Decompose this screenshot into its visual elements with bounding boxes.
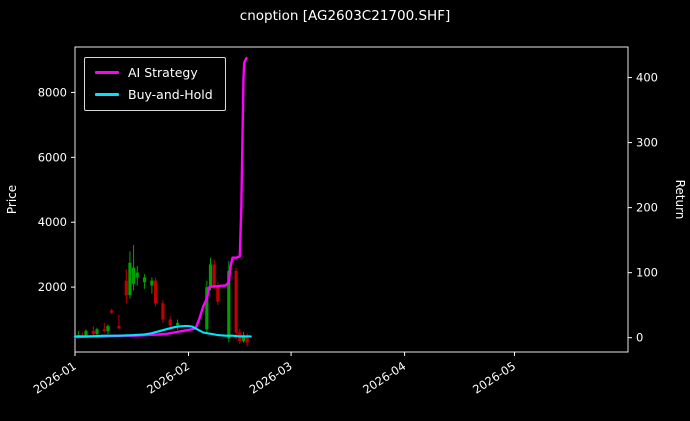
candle-body <box>135 272 139 278</box>
y-axis-label-left: Price <box>5 185 19 214</box>
candle-body <box>208 264 213 288</box>
candle-body <box>117 326 121 329</box>
right-tick-label: 300 <box>636 136 658 150</box>
candle-body <box>175 322 180 326</box>
candle-body <box>124 280 128 296</box>
legend-label: AI Strategy <box>128 65 198 80</box>
candle-body <box>216 285 220 302</box>
legend-item-buy-and-hold: Buy-and-Hold <box>95 87 213 102</box>
candle-body <box>245 335 249 343</box>
right-tick-label: 400 <box>636 71 658 85</box>
legend-label: Buy-and-Hold <box>128 87 213 102</box>
right-tick-label: 0 <box>636 331 643 345</box>
left-tick-label: 8000 <box>38 85 67 99</box>
series-line-buy-and-hold <box>73 324 252 338</box>
candle-body <box>205 287 209 330</box>
left-tick-label: 2000 <box>38 280 67 294</box>
y-axis-label-right: Return <box>673 180 687 220</box>
candle-body <box>106 326 110 332</box>
candle-body <box>234 270 238 333</box>
candle-body <box>142 277 147 283</box>
chart-legend: AI Strategy Buy-and-Hold <box>84 57 226 111</box>
candle-body <box>153 280 158 304</box>
candle-body <box>110 310 114 313</box>
candle-body <box>212 264 216 286</box>
series-line-ai-strategy <box>73 56 248 339</box>
candle-body <box>131 267 136 284</box>
buy-and-hold-line-swatch <box>95 93 119 96</box>
candle-body <box>128 262 132 296</box>
right-tick-label: 100 <box>636 266 658 280</box>
left-tick-label: 4000 <box>38 215 67 229</box>
candle-body <box>241 335 246 341</box>
candle-body <box>95 329 99 335</box>
legend-item-ai-strategy: AI Strategy <box>95 65 213 80</box>
ai-strategy-line-swatch <box>95 71 119 74</box>
candle-body <box>168 319 172 326</box>
candle-body <box>84 330 88 338</box>
plot-frame <box>74 46 629 353</box>
right-tick-label: 200 <box>636 201 658 215</box>
candle-body <box>161 303 165 320</box>
candle-body <box>102 329 106 332</box>
candle-body <box>227 270 231 339</box>
left-tick-label: 6000 <box>38 150 67 164</box>
candle-body <box>150 280 154 286</box>
candle-body <box>91 330 95 335</box>
chart-title: cnoption [AG2603C21700.SHF] <box>239 8 451 24</box>
